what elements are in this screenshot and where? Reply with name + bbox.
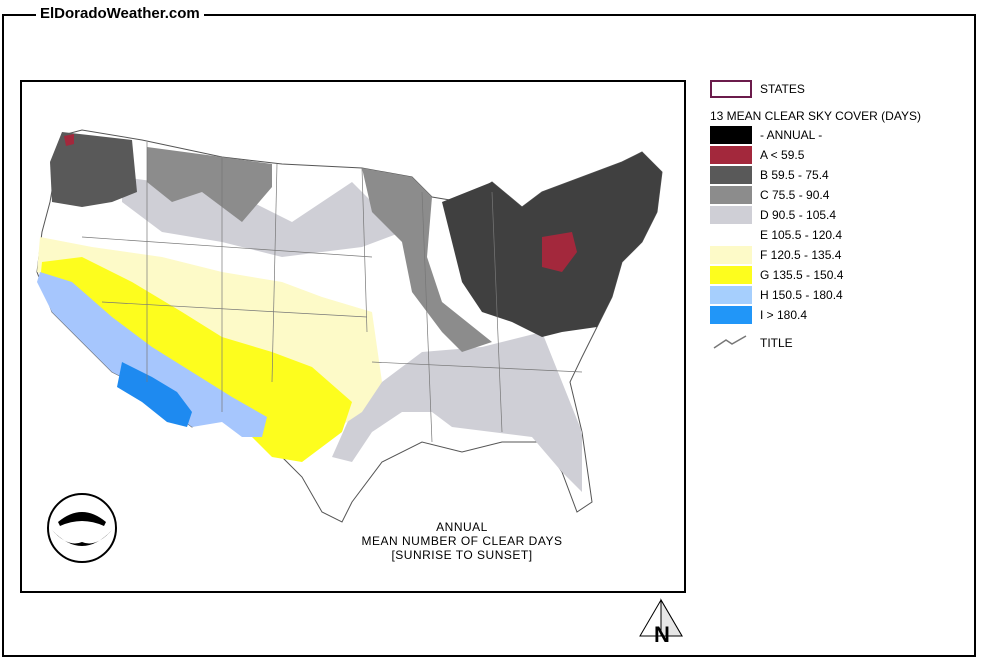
legend-item-label: D 90.5 - 105.4	[760, 208, 837, 222]
states-swatch	[710, 80, 752, 98]
region-c-north	[147, 147, 272, 222]
legend-item-label: H 150.5 - 180.4	[760, 288, 843, 302]
region-g	[40, 257, 352, 462]
region-h	[37, 272, 267, 437]
legend-swatch	[710, 286, 752, 304]
legend-item[interactable]: C 75.5 - 90.4	[710, 186, 970, 204]
us-clear-days-map	[36, 129, 663, 523]
region-a-washington	[64, 134, 74, 146]
map-panel: ANNUAL MEAN NUMBER OF CLEAR DAYS [SUNRIS…	[20, 80, 686, 593]
legend-swatch	[710, 126, 752, 144]
region-d	[122, 177, 402, 257]
legend-item-label: G 135.5 - 150.4	[760, 268, 844, 282]
region-c-lakes	[362, 168, 492, 352]
region-a-appalachia	[542, 232, 577, 272]
legend-swatch	[710, 226, 752, 244]
caption-line3: [SUNRISE TO SUNSET]	[391, 548, 533, 562]
title-line-icon	[713, 335, 747, 349]
legend-item[interactable]: - ANNUAL -	[710, 126, 970, 144]
legend-swatch	[710, 266, 752, 284]
legend-states-label: STATES	[760, 82, 805, 96]
legend-item-label: A < 59.5	[760, 148, 805, 162]
legend-item[interactable]: B 59.5 - 75.4	[710, 166, 970, 184]
legend-item[interactable]: H 150.5 - 180.4	[710, 286, 970, 304]
legend-item[interactable]: F 120.5 - 135.4	[710, 246, 970, 264]
state-borders	[81, 142, 583, 443]
page-frame	[2, 14, 976, 657]
legend-item-label: - ANNUAL -	[760, 128, 823, 142]
legend-item-label: E 105.5 - 120.4	[760, 228, 843, 242]
legend-swatch	[710, 206, 752, 224]
legend-item-label: F 120.5 - 135.4	[760, 248, 842, 262]
caption-line1: ANNUAL	[436, 520, 488, 534]
legend-item[interactable]: I > 180.4	[710, 306, 970, 324]
legend-swatch	[710, 146, 752, 164]
north-arrow-icon	[639, 598, 683, 637]
region-b-pacific	[50, 132, 137, 207]
site-title[interactable]: ElDoradoWeather.com	[36, 5, 204, 22]
legend-item[interactable]: D 90.5 - 105.4	[710, 206, 970, 224]
caption-line2: MEAN NUMBER OF CLEAR DAYS	[361, 534, 563, 548]
noaa-logo	[47, 493, 117, 563]
legend-item[interactable]: A < 59.5	[710, 146, 970, 164]
region-d-south	[332, 332, 582, 492]
north-arrow: N	[636, 598, 686, 658]
legend-item[interactable]: E 105.5 - 120.4	[710, 226, 970, 244]
legend-item[interactable]: G 135.5 - 150.4	[710, 266, 970, 284]
legend-states-row[interactable]: STATES	[710, 80, 970, 98]
legend-layer-title-row: 13 MEAN CLEAR SKY COVER (DAYS)	[710, 107, 970, 125]
legend-item-label: C 75.5 - 90.4	[760, 188, 830, 202]
legend-title-label: TITLE	[760, 336, 793, 350]
legend-item-label: I > 180.4	[760, 308, 808, 322]
legend-swatch	[710, 306, 752, 324]
map-caption: ANNUAL MEAN NUMBER OF CLEAR DAYS [SUNRIS…	[352, 520, 572, 562]
legend-swatch	[710, 246, 752, 264]
north-label: N	[654, 622, 670, 647]
region-i	[117, 362, 192, 427]
legend-swatch	[710, 186, 752, 204]
legend-title-row[interactable]: TITLE	[710, 334, 970, 352]
legend-swatch	[710, 166, 752, 184]
legend-layer-title: 13 MEAN CLEAR SKY COVER (DAYS)	[710, 109, 921, 123]
legend-item-label: B 59.5 - 75.4	[760, 168, 829, 182]
